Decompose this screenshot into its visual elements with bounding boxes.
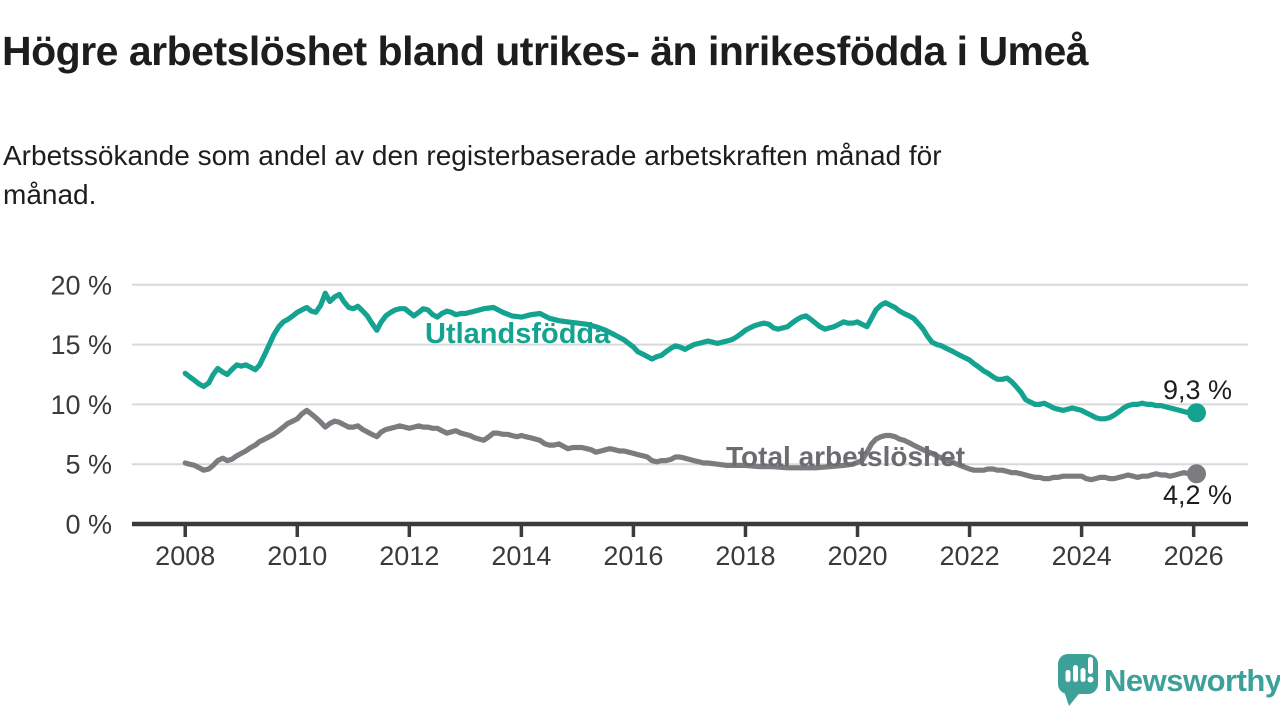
x-tick-label: 2022 (940, 541, 1000, 571)
y-tick-label: 15 % (50, 330, 112, 360)
y-tick-label: 20 % (50, 270, 112, 300)
newsworthy-logo: Newsworthy (1058, 654, 1280, 706)
series-line-total (182, 407, 1200, 483)
logo-bar-short-icon (1065, 670, 1071, 682)
x-tick-label: 2020 (827, 541, 887, 571)
x-tick-label: 2010 (267, 541, 327, 571)
page-title: Högre arbetslöshet bland utrikes- än inr… (2, 28, 1089, 74)
x-tick-label: 2018 (715, 541, 775, 571)
newsworthy-wordmark: Newsworthy (1104, 663, 1280, 698)
x-axis: 2008 2010 2012 2014 2016 2018 2020 2022 2024 2026 (132, 521, 1248, 571)
x-tick-label: 2024 (1052, 541, 1112, 571)
series-end-dot-utlandsfodda (1187, 403, 1206, 423)
logo-bar-tall-icon (1073, 665, 1078, 682)
x-tick-label: 2016 (603, 541, 663, 571)
end-value-label-total: 4,2 % (1163, 480, 1232, 510)
y-tick-label: 10 % (50, 390, 112, 420)
logo-exclamation-dot-icon (1087, 676, 1094, 683)
logo-exclamation-bar-icon (1088, 657, 1093, 674)
page-subtitle: Arbetssökande som andel av den registerb… (3, 140, 942, 210)
x-tick-label: 2008 (155, 541, 215, 571)
series-end-dot-total (1187, 464, 1206, 484)
x-tick-label: 2026 (1164, 541, 1224, 571)
series-lines (182, 290, 1206, 484)
series-label-total-arbetsloshet: Total arbetslöshet (726, 441, 965, 472)
gridlines-and-y-ticks: 0 % 5 % 10 % 15 % 20 % (50, 270, 1248, 540)
y-tick-label: 0 % (65, 510, 112, 540)
logo-bar-medium-icon (1080, 668, 1086, 682)
x-tick-label: 2014 (491, 541, 551, 571)
y-tick-label: 5 % (65, 450, 112, 480)
x-tick-label: 2012 (379, 541, 439, 571)
end-value-label-utlandsfodda: 9,3 % (1163, 375, 1232, 405)
logo-bubble-tail (1063, 688, 1082, 706)
series-label-utlandsfodda: Utlandsfödda (425, 318, 611, 350)
series-line-utlandsfodda (182, 290, 1200, 422)
